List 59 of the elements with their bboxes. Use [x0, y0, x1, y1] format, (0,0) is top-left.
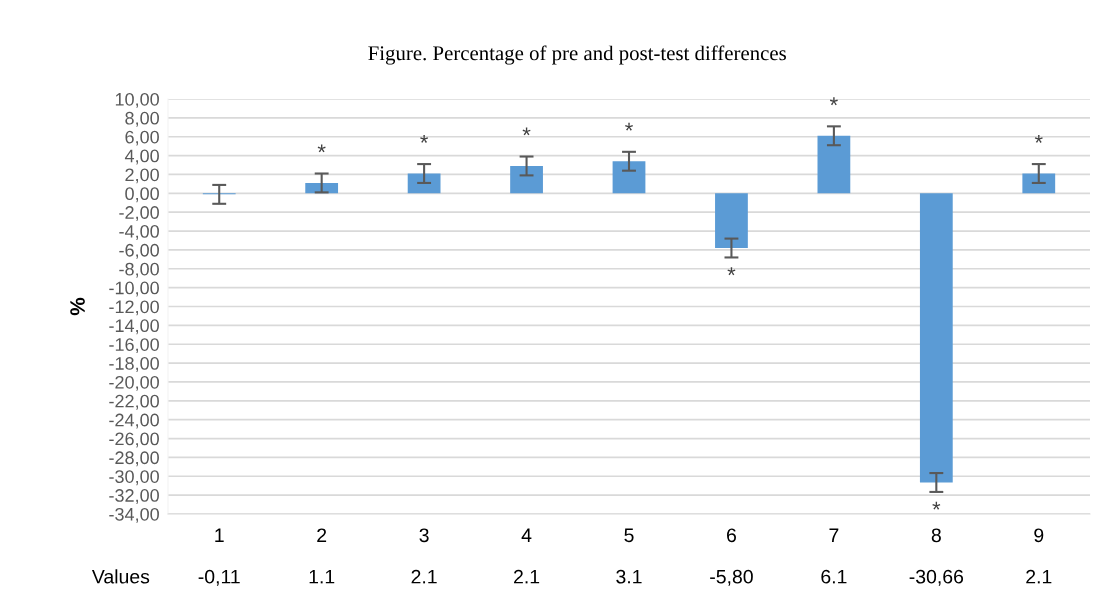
- bar: [919, 193, 953, 483]
- text: 3.1: [616, 569, 642, 584]
- y-tick-label: -26,00: [109, 432, 159, 448]
- annotation: *: [625, 122, 633, 131]
- annotation: *: [727, 267, 736, 276]
- y-tick-label: -8,00: [119, 262, 159, 278]
- bar: [407, 173, 441, 194]
- y-tick-label: -34,00: [109, 507, 159, 523]
- text: -30,66: [909, 569, 964, 586]
- y-tick-label: 10,00: [115, 92, 159, 108]
- text: 1.1: [309, 569, 335, 584]
- chart-title: Figure. Percentage of pre and post-test differences: [368, 45, 786, 65]
- x-tick-label: 3: [419, 528, 429, 543]
- y-tick-label: -14,00: [109, 319, 159, 335]
- annotation: *: [829, 97, 838, 106]
- y-tick-label: -6,00: [119, 243, 159, 259]
- y-tick-label: -22,00: [109, 394, 159, 410]
- y-tick-label: -32,00: [109, 489, 159, 504]
- text: Values: [91, 569, 150, 584]
- x-tick-label: 1: [215, 528, 224, 542]
- bar: [817, 135, 851, 194]
- y-tick-label: 8,00: [125, 111, 159, 127]
- x-tick-label: 6: [727, 528, 736, 543]
- annotation: *: [522, 127, 531, 136]
- y-tick-label: -10,00: [109, 281, 159, 297]
- text: -5,80: [710, 569, 753, 586]
- x-tick-label: 4: [521, 528, 532, 542]
- bar: [715, 193, 748, 249]
- y-tick-label: 2,00: [125, 168, 159, 184]
- y-tick-label: 6,00: [125, 130, 159, 146]
- text: 2.1: [411, 569, 437, 584]
- y-tick-label: -12,00: [109, 300, 159, 316]
- x-tick-label: 2: [317, 528, 327, 542]
- y-tick-label: -4,00: [119, 224, 159, 240]
- x-tick-label: 5: [624, 528, 634, 543]
- x-tick-label: 8: [931, 528, 941, 543]
- annotation: *: [317, 144, 326, 153]
- bar: [510, 165, 543, 194]
- y-tick-label: -28,00: [109, 451, 159, 467]
- y-tick-label: 0,00: [125, 187, 159, 203]
- x-tick-label: 9: [1034, 528, 1044, 543]
- annotation: *: [1034, 135, 1043, 143]
- y-tick-label: -16,00: [109, 338, 159, 354]
- y-tick-label: 4,00: [124, 149, 159, 165]
- text: -0,11: [198, 569, 240, 586]
- x-tick-label: 7: [829, 528, 839, 542]
- text: 2.1: [514, 569, 540, 584]
- y-tick-label: -18,00: [109, 357, 159, 372]
- y-tick-label: -30,00: [109, 470, 159, 486]
- y-tick-label: -20,00: [109, 375, 159, 391]
- y-tick-label: -24,00: [109, 413, 159, 429]
- text: 6.1: [821, 569, 847, 584]
- bar: [1022, 173, 1056, 194]
- annotation: *: [932, 501, 941, 510]
- y-axis-title: %: [70, 297, 85, 316]
- bar: [612, 161, 646, 194]
- annotation: *: [420, 135, 429, 143]
- text: 2.1: [1026, 569, 1052, 584]
- y-tick-label: -2,00: [119, 206, 159, 222]
